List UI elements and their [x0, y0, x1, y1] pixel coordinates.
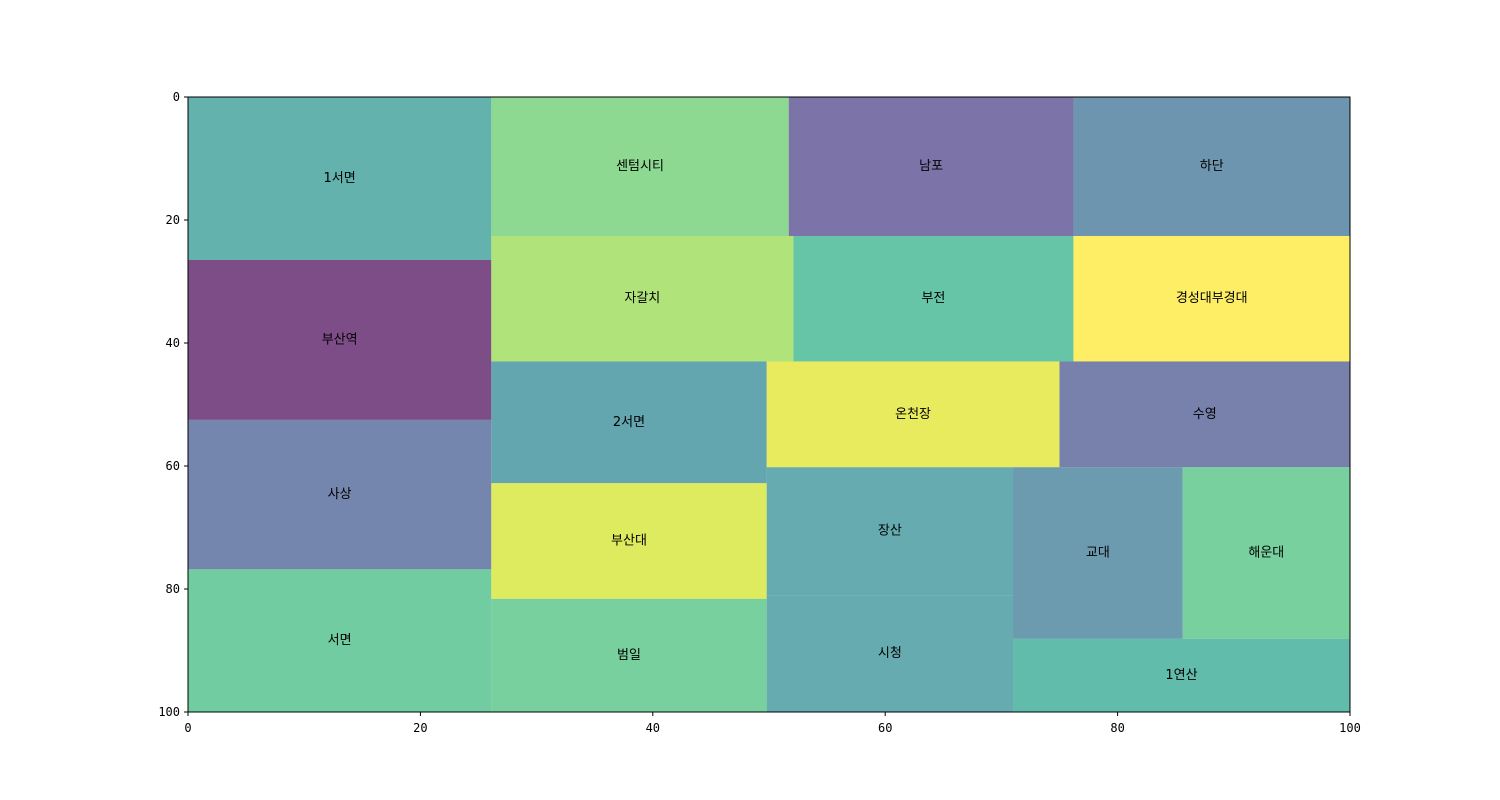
- treemap-rect: [491, 598, 767, 712]
- treemap-cell: 부전: [793, 235, 1074, 362]
- y-tick-label: 0: [173, 90, 180, 104]
- treemap-cell-label: 장산: [878, 524, 902, 539]
- treemap-rect: [1073, 97, 1350, 236]
- x-tick-label: 100: [1339, 721, 1361, 735]
- treemap-rect: [188, 419, 492, 570]
- y-tick-label: 100: [158, 705, 180, 719]
- treemap-cell: 경성대부경대: [1073, 235, 1350, 362]
- treemap-cell-label: 서면: [328, 633, 352, 648]
- treemap-cell: 시청: [766, 595, 1014, 712]
- treemap-rect: [1059, 361, 1350, 468]
- x-tick-label: 40: [646, 721, 660, 735]
- treemap-cell: 교대: [1013, 467, 1183, 639]
- treemap-cell: 서면: [188, 569, 492, 712]
- treemap-rect: [766, 467, 1014, 596]
- y-tick-label: 40: [166, 336, 180, 350]
- treemap-cell: 수영: [1059, 361, 1350, 468]
- treemap-cell-label: 1서면: [324, 171, 356, 186]
- treemap-cell-label: 1연산: [1165, 668, 1197, 683]
- x-tick-label: 20: [413, 721, 427, 735]
- treemap-cell: 범일: [491, 598, 767, 712]
- treemap-rect: [1013, 467, 1183, 639]
- treemap-cell-label: 범일: [617, 648, 641, 663]
- y-axis: 0 20 40 60 80 100: [158, 90, 188, 719]
- y-tick-label: 20: [166, 213, 180, 227]
- treemap-cell-label: 교대: [1086, 546, 1110, 561]
- treemap-rect: [188, 569, 492, 712]
- treemap-cell-label: 부산대: [611, 534, 647, 549]
- x-tick-label: 0: [184, 721, 191, 735]
- treemap-rect: [1013, 638, 1350, 712]
- treemap-cell: 2서면: [491, 361, 767, 484]
- treemap-cell-label: 해운대: [1248, 546, 1284, 561]
- treemap-cell-label: 수영: [1193, 407, 1217, 422]
- treemap-cell-label: 부산역: [322, 332, 358, 347]
- treemap-cell-label: 시청: [878, 646, 902, 661]
- treemap-cell-label: 남포: [919, 159, 943, 174]
- y-tick-label: 60: [166, 459, 180, 473]
- treemap-rect: [491, 235, 794, 362]
- treemap-cell-label: 부전: [921, 291, 945, 306]
- treemap-cell-label: 사상: [328, 487, 352, 502]
- treemap-rect: [1073, 235, 1350, 362]
- treemap-cell: 1서면: [188, 97, 492, 260]
- treemap-cell: 사상: [188, 419, 492, 570]
- treemap-rect: [766, 595, 1014, 712]
- plot-frame: [187, 96, 1351, 713]
- treemap-cell: 해운대: [1182, 467, 1350, 639]
- treemap-rect: [491, 361, 767, 484]
- treemap-cell-label: 센텀시티: [616, 159, 664, 174]
- treemap-cell-label: 2서면: [613, 415, 645, 430]
- treemap-rect: [188, 259, 492, 420]
- treemap-cell-label: 경성대부경대: [1176, 291, 1248, 306]
- treemap-cell: 1연산: [1013, 638, 1350, 712]
- x-axis: 0 20 40 60 80 100: [184, 712, 1361, 735]
- treemap-cell-label: 온천장: [895, 407, 931, 422]
- x-tick-label: 60: [878, 721, 892, 735]
- treemap-rect: [188, 97, 492, 260]
- treemap-cell-label: 하단: [1200, 159, 1224, 174]
- y-tick-label: 80: [166, 582, 180, 596]
- treemap-cell: 남포: [788, 97, 1074, 236]
- treemap-cell: 부산대: [491, 483, 767, 599]
- treemap-cell: 장산: [766, 467, 1014, 596]
- treemap-rect: [766, 361, 1060, 468]
- treemap-cell-label: 자갈치: [624, 291, 660, 306]
- treemap-cell: 하단: [1073, 97, 1350, 236]
- treemap-rect: [491, 97, 789, 236]
- treemap-cell: 센텀시티: [491, 97, 789, 236]
- treemap-cell: 온천장: [766, 361, 1060, 468]
- treemap-rect: [491, 483, 767, 599]
- treemap-rect: [793, 235, 1074, 362]
- treemap-rect: [1182, 467, 1350, 639]
- treemap-rect: [788, 97, 1074, 236]
- x-tick-label: 80: [1110, 721, 1124, 735]
- treemap-cell: 부산역: [188, 259, 492, 420]
- treemap-cell: 자갈치: [491, 235, 794, 362]
